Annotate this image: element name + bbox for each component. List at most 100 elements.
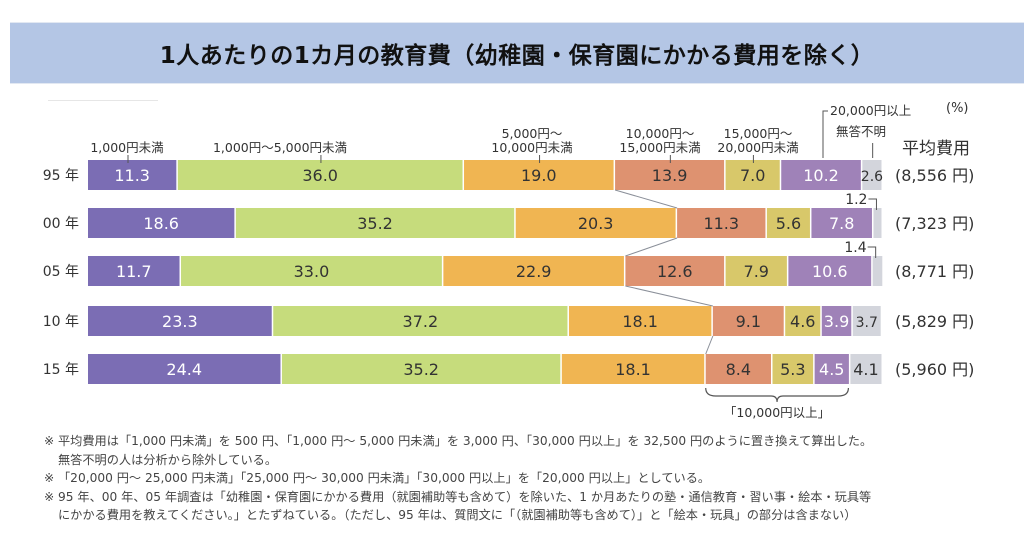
bar-segment [852, 306, 881, 336]
connector-line [625, 285, 713, 307]
data-label: 3.9 [824, 312, 849, 331]
bar-segment [443, 256, 624, 286]
data-label: 8.4 [726, 360, 751, 379]
bar-segment [785, 306, 821, 336]
data-label: 19.0 [521, 166, 557, 185]
bar-segment [88, 208, 235, 238]
bar-segment [712, 306, 784, 336]
bar-segment [814, 354, 849, 384]
data-label: 18.6 [143, 214, 179, 233]
small-value-label: 1.2 [845, 192, 867, 208]
data-label: 18.1 [615, 360, 651, 379]
legend-label: 無答不明 [836, 124, 886, 139]
callout-line [867, 246, 877, 258]
data-label: 11.3 [114, 166, 150, 185]
legend-label: 20,000円以上 [830, 103, 911, 118]
note-mark: ※ [44, 471, 55, 486]
bracket [705, 387, 850, 403]
bar-segment [772, 354, 814, 384]
average-cost: (5,829 円) [895, 312, 974, 331]
bar-segment [821, 306, 852, 336]
data-label: 12.6 [657, 262, 693, 281]
connector-line [625, 237, 678, 257]
bar-segment [273, 306, 568, 336]
bar-segment [177, 160, 463, 190]
small-value-label: 1.4 [844, 240, 866, 256]
row-label: 00 年 [43, 216, 79, 232]
average-header: 平均費用 [902, 139, 970, 159]
bar-segment [862, 160, 882, 190]
divider [48, 100, 158, 101]
stacked-bar-chart: 95 年 11.3 36.0 19.0 13.9 7.0 10.2 2.6 (8,556 円) 0… [43, 101, 975, 420]
bar-segment [88, 256, 180, 286]
connector-line [614, 189, 678, 209]
bar-segment [625, 256, 725, 286]
bar-segment [515, 208, 676, 238]
bar-segment [766, 208, 810, 238]
data-label: 5.3 [780, 360, 805, 379]
bar-segment [281, 354, 561, 384]
data-label: 22.9 [516, 262, 552, 281]
data-label: 35.2 [403, 360, 439, 379]
data-label: 10.6 [812, 262, 848, 281]
data-label: 7.9 [744, 262, 769, 281]
chart-title: 1人あたりの1カ月の教育費（幼稚園・保育園にかかる費用を除く） [159, 43, 875, 69]
bar-segment [464, 160, 614, 190]
bar-segment [88, 354, 281, 384]
note-line: 95 年、00 年、05 年調査は「幼稚園・保育園にかかる費用（就園補助等も含め… [58, 489, 872, 504]
legend-label: 15,000円未満 [619, 140, 700, 155]
data-label: 9.1 [736, 312, 761, 331]
data-label: 4.6 [790, 312, 815, 331]
bar-segment [88, 160, 177, 190]
bar-segment [725, 256, 787, 286]
unit-label: (%) [946, 101, 969, 116]
footnote: ※ 平均費用は「1,000 円未満」を 500 円、「1,000 円～ 5,00… [44, 432, 1024, 469]
data-label: 20.3 [578, 214, 614, 233]
data-label: 4.1 [853, 360, 878, 379]
row-label: 15 年 [43, 362, 79, 378]
legend-label: 10,000円未満 [491, 140, 572, 155]
average-cost: (5,960 円) [895, 360, 974, 379]
bar-segment [677, 208, 766, 238]
legend-label: 1,000円～5,000円未満 [213, 140, 347, 155]
data-label: 4.5 [819, 360, 844, 379]
bar-segment [235, 208, 515, 238]
legend-label: 20,000円未満 [717, 140, 798, 155]
bar-segment [850, 354, 882, 384]
legend-label: 5,000円～ [502, 126, 563, 141]
data-label: 24.4 [166, 360, 202, 379]
bar-segment [725, 160, 780, 190]
data-label: 18.1 [622, 312, 658, 331]
data-label: 23.3 [162, 312, 198, 331]
note-mark: ※ [44, 489, 55, 504]
data-label: 5.6 [776, 214, 801, 233]
bracket-label: 「10,000円以上」 [724, 405, 830, 420]
bar-segment [561, 354, 705, 384]
data-label: 35.2 [357, 214, 393, 233]
legend-label: 1,000円未満 [90, 140, 163, 155]
bar-segment [872, 256, 883, 286]
note-line: 無答不明の人は分析から除外している。 [58, 452, 278, 467]
data-label: 2.6 [861, 169, 883, 185]
data-label: 11.3 [703, 214, 739, 233]
bar-segment [811, 208, 872, 238]
average-cost: (8,556 円) [895, 166, 974, 185]
note-mark: ※ [44, 434, 55, 448]
bar-segment [88, 306, 272, 336]
callout-line [868, 198, 877, 210]
row-label: 10 年 [43, 314, 79, 330]
bar-segment [705, 354, 771, 384]
data-label: 7.0 [740, 166, 765, 185]
data-label: 10.2 [803, 166, 839, 185]
legend-label: 10,000円～ [626, 126, 695, 141]
data-label: 36.0 [302, 166, 338, 185]
data-label: 11.7 [116, 262, 152, 281]
bar-segment [615, 160, 725, 190]
average-cost: (7,323 円) [895, 214, 974, 233]
bar-segment [781, 160, 861, 190]
footnotes: ※ 平均費用は「1,000 円未満」を 500 円、「1,000 円～ 5,00… [44, 432, 1024, 525]
note-line: 「20,000 円～ 25,000 円未満」「25,000 円～ 30,000 … [58, 471, 711, 486]
title-banner: 1人あたりの1カ月の教育費（幼稚園・保育園にかかる費用を除く） [10, 22, 1024, 84]
footnote: ※ 95 年、00 年、05 年調査は「幼稚園・保育園にかかる費用（就園補助等も… [44, 488, 1024, 525]
row-label: 05 年 [43, 264, 79, 280]
